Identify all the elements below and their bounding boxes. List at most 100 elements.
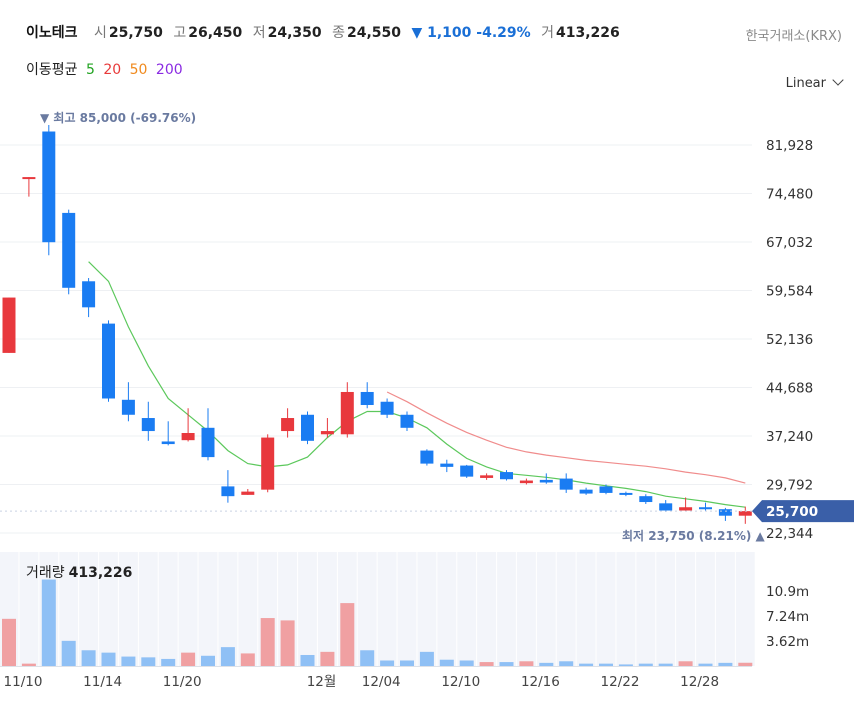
volume-column-bg — [596, 552, 616, 666]
candle-body — [480, 475, 494, 478]
volume-panel-title: 거래량 413,226 — [26, 562, 132, 582]
volume-column-bg — [417, 552, 437, 666]
volume-column-bg — [715, 552, 735, 666]
volume-column-bg — [19, 552, 39, 666]
candle — [718, 507, 732, 521]
candle — [400, 411, 414, 432]
candle-body — [201, 427, 215, 458]
volume-column-bg — [536, 552, 556, 666]
exchange-label: 한국거래소(KRX) — [745, 29, 842, 44]
candle-body — [400, 414, 414, 428]
candle-body — [619, 492, 633, 495]
volume-bar — [101, 652, 116, 666]
volume-bar — [220, 647, 235, 666]
volume-bar — [81, 650, 96, 666]
candle — [241, 489, 255, 495]
ma-5[interactable]: 5 — [85, 62, 95, 78]
candle — [2, 297, 16, 353]
candle — [201, 408, 215, 461]
candle-body — [82, 281, 96, 308]
candle-body — [460, 465, 474, 477]
price-tick-label: 74,480 — [766, 187, 813, 203]
candle — [639, 494, 653, 504]
volume-bar — [658, 663, 673, 666]
candle — [261, 434, 275, 493]
candle — [599, 484, 613, 495]
volume-panel-label: 거래량 — [26, 565, 65, 581]
volume-bar — [718, 662, 733, 666]
volume-bar — [300, 654, 315, 666]
x-tick-label: 12월 — [307, 674, 337, 690]
volume-column-bg — [218, 552, 238, 666]
volume-column-bg — [477, 552, 497, 666]
x-tick-label: 12/28 — [680, 674, 719, 690]
candle-body — [599, 486, 613, 493]
candle — [480, 473, 494, 480]
candle-body — [738, 511, 752, 516]
x-tick-label: 11/10 — [4, 674, 43, 690]
volume-bar — [519, 661, 534, 666]
volume-column-bg — [735, 552, 755, 666]
volume-bar — [599, 663, 613, 666]
current-price-tag — [752, 500, 854, 523]
candle — [42, 124, 56, 256]
ma-200[interactable]: 200 — [155, 62, 183, 78]
volume-column-bg — [178, 552, 198, 666]
x-tick-label: 12/22 — [601, 674, 640, 690]
stock-header: 이노테크 시 25,750 고 26,450 저 24,350 종 24,550 ▼ 1… — [26, 22, 626, 42]
candle — [679, 497, 693, 512]
volume-bar — [499, 662, 514, 666]
volume-column-bg — [158, 552, 178, 666]
volume-bar — [559, 661, 574, 666]
open-label: 시 — [93, 25, 107, 41]
volume-column-bg — [397, 552, 417, 666]
candle — [221, 470, 235, 503]
price-tick-label: 67,032 — [766, 235, 813, 251]
candle-body — [559, 478, 573, 490]
close-label: 종 — [332, 25, 345, 41]
volume-bar — [340, 603, 355, 666]
volume-bar — [41, 579, 56, 666]
candle-body — [221, 486, 235, 497]
candle — [141, 401, 155, 441]
candle-body — [181, 433, 195, 441]
volume-tick-label: 3.62m — [766, 634, 809, 650]
price-tick-label: 52,136 — [766, 332, 813, 348]
candle — [281, 408, 295, 438]
candle — [559, 473, 573, 493]
candle-body — [380, 401, 394, 415]
price-tick-label: 29,792 — [766, 478, 813, 494]
ma-50[interactable]: 50 — [129, 62, 148, 78]
volume-bar — [678, 661, 693, 666]
volume-bar — [61, 640, 76, 666]
volume-bar — [181, 652, 196, 666]
volume-value: 413,226 — [556, 25, 620, 41]
volume-column-bg — [437, 552, 457, 666]
candle — [181, 408, 195, 442]
candle — [82, 278, 96, 318]
price-tick-label: 37,240 — [766, 429, 813, 445]
volume-bar — [539, 662, 554, 666]
candle-body — [519, 480, 533, 484]
high-value: 26,450 — [188, 25, 243, 41]
candle-body — [141, 418, 155, 432]
volume-column-bg — [457, 552, 477, 666]
volume-panel-value: 413,226 — [68, 565, 133, 581]
candle — [659, 500, 673, 512]
candle — [699, 502, 712, 511]
volume-column-bg — [59, 552, 79, 666]
volume-bar — [579, 663, 594, 666]
x-tick-label: 11/14 — [83, 674, 122, 690]
volume-bar — [201, 655, 215, 666]
ma-20[interactable]: 20 — [103, 62, 122, 78]
volume-bar — [360, 650, 375, 666]
candle-body — [679, 507, 693, 511]
candle — [301, 411, 314, 445]
candle-body — [261, 437, 275, 490]
change-value: ▼ 1,100 -4.29% — [411, 25, 531, 41]
candle-body — [42, 131, 56, 243]
scale-dropdown[interactable]: Linear — [786, 74, 844, 91]
volume-column-bg — [198, 552, 218, 666]
volume-bar — [479, 662, 494, 666]
